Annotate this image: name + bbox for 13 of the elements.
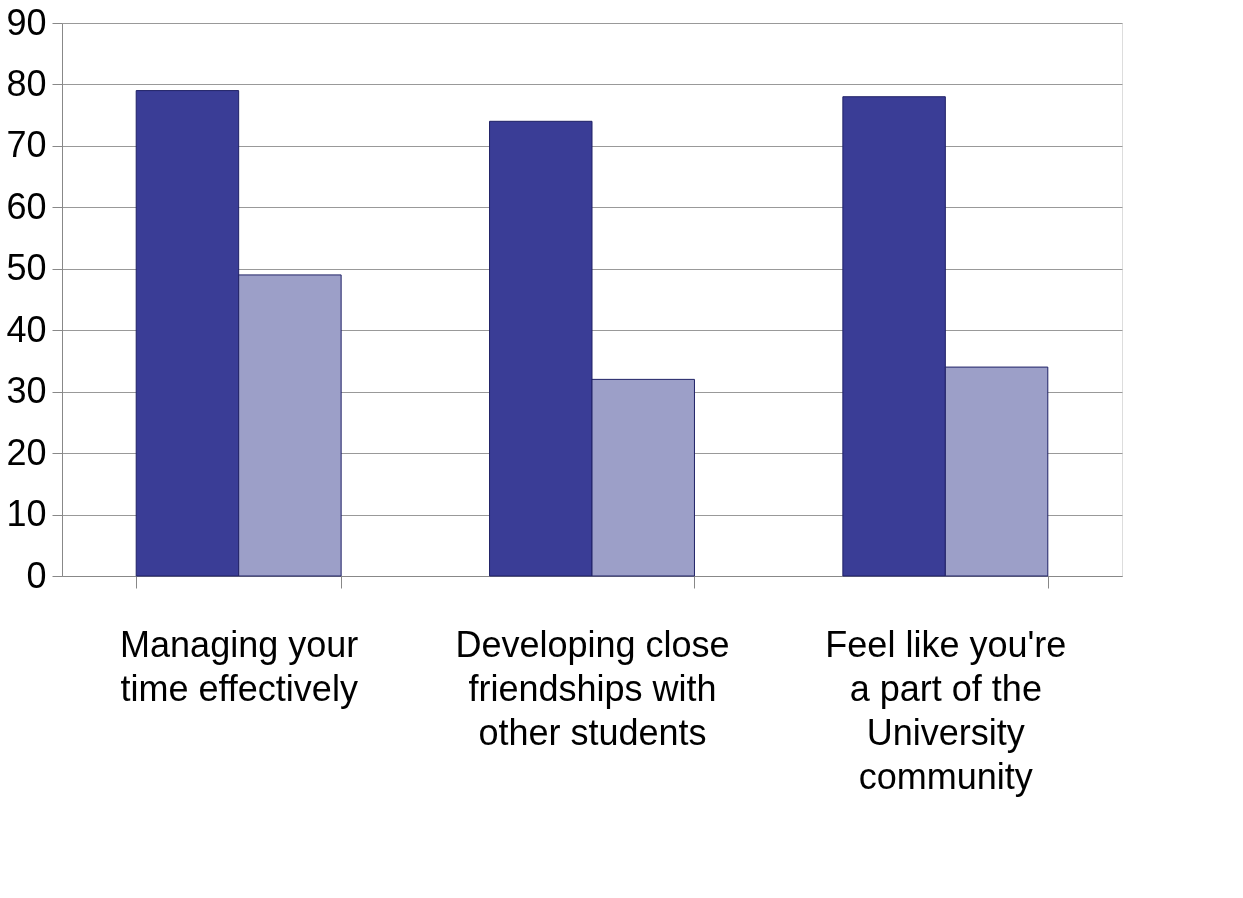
y-tick-label: 50 [6, 247, 47, 289]
y-tick-label: 0 [26, 554, 47, 596]
x-tick-label: Managing your time effectively [120, 623, 359, 709]
y-tick-label: 40 [6, 308, 47, 350]
x-tick-label: Developing close friendships with other students [455, 623, 730, 753]
y-tick-label: 60 [6, 185, 47, 227]
y-tick-label: 70 [6, 124, 47, 166]
y-tick-label: 90 [6, 1, 47, 43]
x-tick-label: Feel like you're a part of the University community [825, 623, 1067, 797]
y-tick-label: 10 [6, 493, 47, 535]
y-tick-label: 20 [6, 431, 47, 473]
y-tick-label: 30 [6, 370, 47, 412]
y-tick-label: 80 [6, 62, 47, 104]
